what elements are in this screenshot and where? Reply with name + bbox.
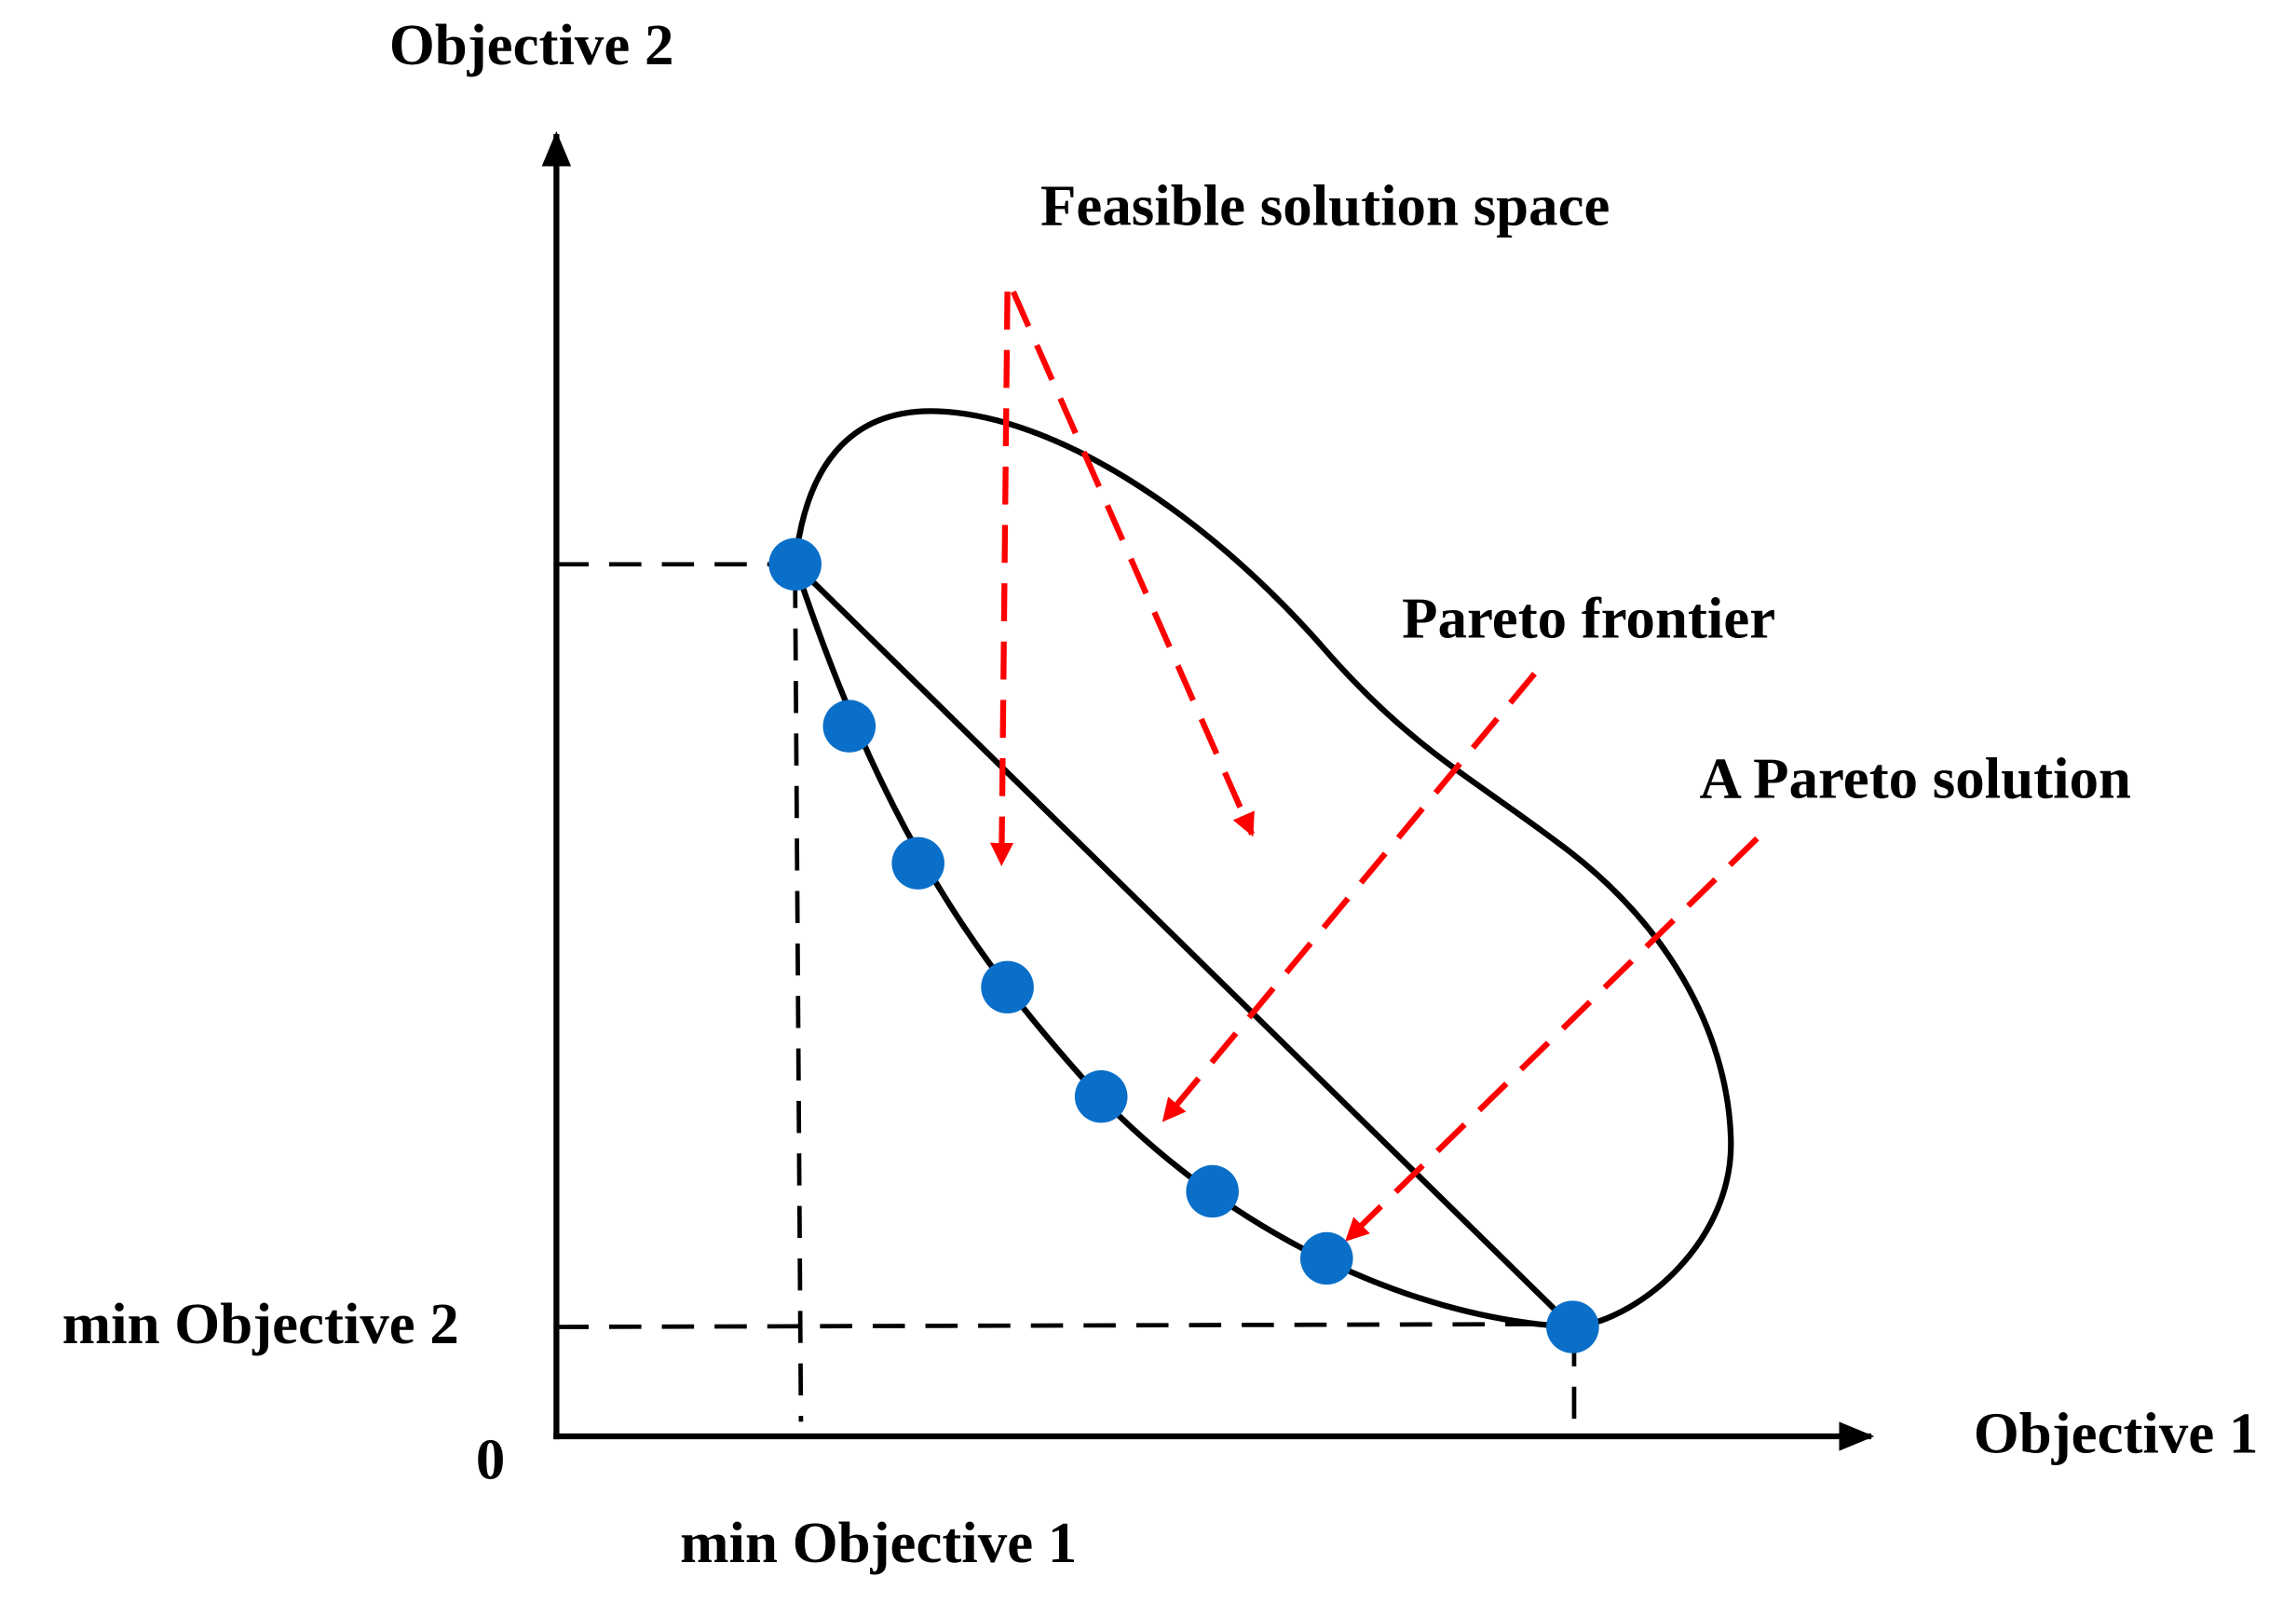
pointer-arrows bbox=[989, 290, 1759, 1242]
annotation: Feasible solution space bbox=[1040, 172, 1610, 238]
annotation: A Pareto solution bbox=[1700, 746, 2131, 811]
min-y-label: min Objective 2 bbox=[62, 1291, 459, 1356]
pareto-points bbox=[768, 537, 1599, 1353]
diagonal-line bbox=[793, 562, 1575, 1329]
y-axis-label: Objective 2 bbox=[389, 12, 674, 77]
x-axis-label: Objective 1 bbox=[1974, 1401, 2259, 1466]
annotation: Pareto frontier bbox=[1402, 586, 1775, 651]
min-x-label: min Objective 1 bbox=[680, 1510, 1077, 1575]
origin-label: 0 bbox=[476, 1427, 505, 1492]
